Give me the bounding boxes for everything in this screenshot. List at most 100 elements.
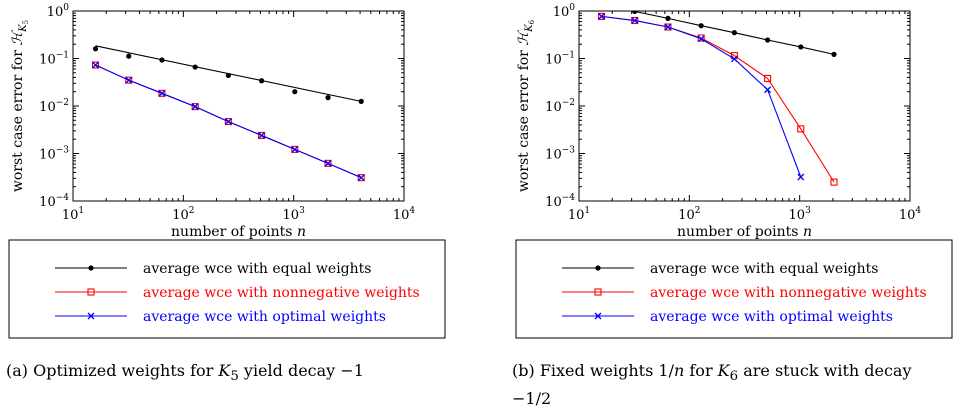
- data-point-stroke: [92, 61, 99, 69]
- data-point: [325, 95, 331, 101]
- data-point: [831, 51, 837, 57]
- data-point: [830, 178, 838, 186]
- data-point: [191, 103, 199, 111]
- y-tick-label: 100: [553, 3, 576, 20]
- data-point: [126, 53, 132, 59]
- legend-label: average wce with nonnegative weights: [650, 285, 927, 301]
- data-point: [324, 159, 332, 167]
- data-point: [764, 74, 772, 83]
- caption-a: (a) Optimized weights for K5 yield decay…: [6, 361, 364, 385]
- y-tick-label: 10−3: [39, 146, 69, 163]
- data-point: [358, 98, 364, 104]
- y-tick-label: 100: [47, 3, 70, 20]
- data-point: [158, 89, 166, 97]
- data-point-stroke: [291, 145, 299, 153]
- data-point: [291, 145, 299, 153]
- x-tick-label: 102: [172, 206, 194, 223]
- y-tick-label: 10−3: [545, 146, 575, 163]
- data-point: [731, 30, 737, 36]
- data-point: [357, 174, 365, 182]
- y-tick-label: 10−2: [545, 98, 575, 115]
- data-point-stroke: [697, 35, 705, 43]
- x-tick-label: 101: [62, 206, 84, 223]
- data-point: [664, 23, 672, 31]
- data-point-stroke: [191, 103, 199, 111]
- plot-frame: [578, 10, 911, 202]
- data-point: [764, 86, 772, 94]
- data-point: [698, 23, 704, 29]
- x-axis-label: number of points n: [677, 224, 812, 240]
- x-tick-label: 101: [568, 206, 590, 223]
- x-tick-label: 103: [789, 206, 812, 223]
- data-point: [764, 37, 771, 43]
- data-point: [224, 118, 232, 126]
- data-point: [159, 57, 165, 63]
- data-point: [730, 55, 738, 63]
- legend-label: average wce with optimal weights: [143, 309, 386, 325]
- series-line: [601, 15, 835, 183]
- y-tick-label: 10−4: [545, 193, 575, 210]
- data-point: [224, 118, 232, 126]
- legend: average wce with equal weights average wc…: [515, 239, 953, 339]
- legend-box: [515, 239, 953, 339]
- data-point: [125, 76, 133, 84]
- series-group: [597, 1, 838, 186]
- data-point: [191, 103, 199, 111]
- data-point-stroke: [357, 174, 365, 182]
- data-point-stroke: [158, 89, 166, 97]
- data-point: [92, 61, 99, 69]
- caption-b: (b) Fixed weights 1/n for K6 are stuck w…: [512, 361, 912, 409]
- data-point: [87, 288, 95, 296]
- data-point-stroke: [598, 12, 605, 20]
- legend-label: average wce with optimal weights: [650, 309, 893, 325]
- data-point-stroke: [324, 159, 332, 167]
- data-point: [665, 15, 671, 21]
- data-point: [595, 265, 601, 271]
- data-point: [797, 125, 805, 133]
- data-point: [697, 35, 705, 43]
- x-tick-label: 104: [393, 206, 416, 223]
- x-axis-label: number of points n: [171, 224, 306, 240]
- data-point: [598, 12, 605, 20]
- data-point: [91, 61, 100, 69]
- y-axis-label: worst case error for ℋK5: [10, 20, 30, 192]
- series-line: [630, 11, 835, 55]
- x-tick-label: 103: [283, 206, 306, 223]
- y-axis-label: worst case error for ℋK6: [516, 19, 536, 192]
- data-point: [599, 1, 604, 6]
- data-point-stroke: [797, 173, 805, 181]
- data-point: [258, 131, 266, 139]
- data-point: [158, 89, 166, 97]
- data-point-stroke: [125, 76, 133, 84]
- data-point: [594, 312, 602, 320]
- legend-label: average wce with equal weights: [650, 261, 878, 277]
- data-point: [88, 265, 94, 271]
- y-tick-label: 10−1: [545, 51, 575, 68]
- data-point: [125, 76, 133, 84]
- data-point: [631, 17, 639, 24]
- data-point: [632, 11, 638, 15]
- data-point: [192, 64, 198, 70]
- data-point: [798, 44, 804, 50]
- chart-panel-b: 101 102 103 104 10−4 10−3 10−2 10−1 100 number of…: [516, 1, 921, 240]
- data-point: [324, 159, 332, 167]
- data-point: [92, 46, 99, 52]
- data-point-stroke: [594, 312, 602, 320]
- x-tick-label: 102: [678, 206, 700, 223]
- plot-frame: [72, 10, 405, 202]
- data-point: [594, 288, 602, 296]
- data-point: [664, 23, 672, 31]
- data-point: [225, 72, 231, 79]
- legend-label: average wce with equal weights: [143, 261, 371, 277]
- data-point: [797, 173, 805, 181]
- series-group: [91, 45, 365, 182]
- data-point-stroke: [764, 86, 772, 94]
- data-point: [258, 78, 265, 84]
- data-point-stroke: [631, 17, 639, 24]
- data-point: [258, 131, 266, 139]
- data-point-stroke: [224, 118, 232, 126]
- legend-box: [8, 239, 446, 339]
- data-point: [291, 145, 299, 153]
- legend-label: average wce with nonnegative weights: [143, 285, 420, 301]
